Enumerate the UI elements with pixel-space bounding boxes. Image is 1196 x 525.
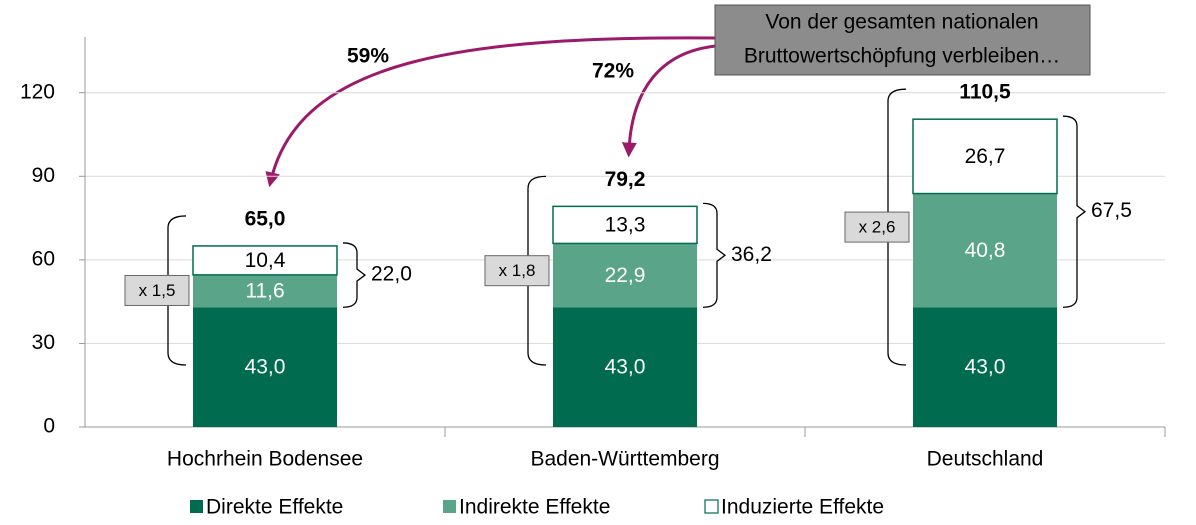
multiplier-box: [844, 211, 910, 243]
data-label: 10,4: [245, 249, 286, 272]
bar-segment: [192, 245, 338, 276]
arrow: [265, 36, 717, 188]
x-tick-label: Deutschland: [927, 448, 1044, 471]
data-label: 13,3: [605, 213, 646, 236]
x-tick-label: Baden-Württemberg: [530, 448, 719, 471]
bar-segment: [193, 307, 337, 427]
data-label: 40,8: [965, 239, 1006, 262]
data-label: 22,9: [605, 264, 646, 287]
share-label: 59%: [347, 45, 389, 68]
bar-segment: [553, 243, 697, 308]
bar-segment: [913, 193, 1057, 308]
data-label: 43,0: [965, 356, 1006, 379]
share-label: 72%: [592, 60, 634, 83]
multiplier-label: x 1,5: [139, 281, 176, 300]
y-tick-label: 120: [20, 80, 55, 103]
data-label: 26,7: [965, 145, 1006, 168]
bar-segment: [553, 307, 697, 427]
total-label: 65,0: [245, 207, 286, 230]
multiplier-box: [124, 274, 190, 306]
legend-swatch: [190, 500, 203, 513]
legend-label: Indirekte Effekte: [459, 496, 610, 519]
y-tick-label: 90: [32, 164, 55, 187]
y-tick-label: 60: [32, 247, 55, 270]
bracket: [1062, 115, 1087, 308]
y-tick-label: 0: [43, 415, 55, 438]
bar-segment: [193, 274, 337, 308]
legend-label: Induzierte Effekte: [721, 496, 884, 519]
callout-text: Von der gesamten nationalen: [765, 11, 1038, 34]
bracket: [342, 242, 367, 308]
bracket-label: 22,0: [371, 263, 412, 286]
multiplier-label: x 1,8: [499, 261, 536, 280]
total-label: 79,2: [605, 168, 646, 191]
data-label: 43,0: [605, 356, 646, 379]
bracket: [702, 202, 727, 308]
legend-swatch: [704, 499, 719, 514]
total-label: 110,5: [959, 81, 1011, 104]
y-tick-label: 30: [32, 331, 55, 354]
bar-segment: [913, 307, 1057, 427]
data-label: 11,6: [245, 280, 284, 303]
legend-swatch: [443, 500, 456, 513]
callout-box: [714, 4, 1091, 76]
bracket-label: 67,5: [1091, 199, 1132, 222]
legend-label: Direkte Effekte: [206, 496, 343, 519]
multiplier-box: [484, 255, 550, 287]
multiplier-label: x 2,6: [859, 218, 896, 237]
arrow: [621, 44, 717, 158]
callout-text: Bruttowertschöpfung verbleiben…: [744, 45, 1060, 68]
bar-segment: [552, 205, 698, 245]
x-tick-label: Hochrhein Bodensee: [167, 448, 363, 471]
bar-segment: [912, 118, 1058, 195]
data-label: 43,0: [245, 356, 286, 379]
bracket-label: 36,2: [731, 243, 772, 266]
